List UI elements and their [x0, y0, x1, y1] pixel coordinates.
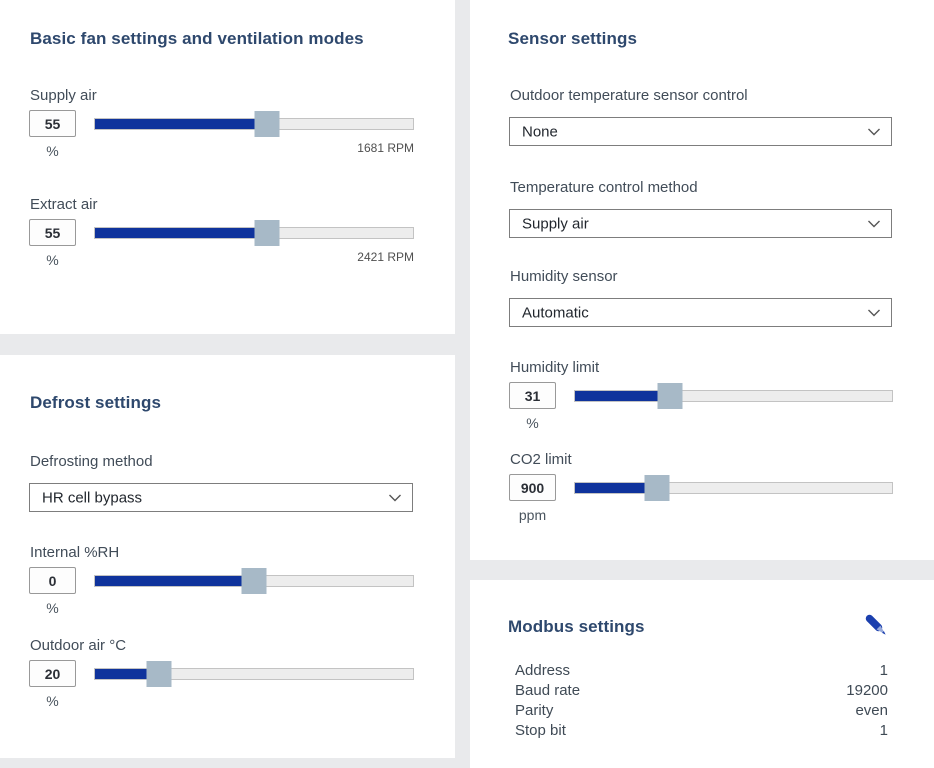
outdoor-temp-sensor-selected-value: None [522, 123, 558, 140]
internal-rh-slider-fill [95, 576, 254, 586]
extract-air-rpm-readout: 2421 RPM [357, 250, 414, 264]
modbus-baud-rate-label: Baud rate [515, 681, 581, 699]
humidity-sensor-selected-value: Automatic [522, 304, 589, 321]
humidity-sensor-select[interactable]: Automatic [509, 298, 892, 327]
defrosting-method-label: Defrosting method [30, 453, 153, 470]
extract-air-unit-label: % [46, 252, 59, 268]
co2-limit-slider-handle[interactable] [644, 475, 670, 501]
humidity-limit-value-input[interactable] [509, 382, 556, 409]
panel-basic-fan-settings: Basic fan settings and ventilation modes… [0, 0, 455, 334]
defrosting-method-select[interactable]: HR cell bypass [29, 483, 413, 512]
temp-control-method-select-group: Temperature control method Supply air [509, 179, 892, 238]
internal-rh-slider-track[interactable] [94, 568, 414, 594]
co2-limit-slider-track[interactable] [574, 475, 893, 501]
modbus-row-parity: Parity even [515, 700, 888, 720]
chevron-down-icon [867, 127, 881, 136]
panel-sensor-settings: Sensor settings Outdoor temperature sens… [470, 0, 934, 560]
outdoor-air-unit-label: % [46, 693, 59, 709]
panel-defrost-settings: Defrost settings Defrosting method HR ce… [0, 355, 455, 758]
co2-limit-slider-fill [575, 483, 658, 493]
co2-limit-unit-label: ppm [518, 507, 547, 523]
temp-control-method-selected-value: Supply air [522, 215, 589, 232]
modbus-stop-bit-value: 1 [879, 721, 888, 739]
outdoor-air-slider-group: Outdoor air °C % [29, 637, 414, 709]
co2-limit-label: CO2 limit [510, 451, 572, 468]
pencil-icon [864, 614, 888, 640]
extract-air-slider-handle[interactable] [254, 220, 280, 246]
humidity-limit-slider-group: Humidity limit % [509, 359, 893, 431]
panel-title-sensor: Sensor settings [508, 29, 638, 48]
modbus-row-stop-bit: Stop bit 1 [515, 720, 888, 740]
panel-title-defrost: Defrost settings [30, 393, 162, 412]
co2-limit-slider-group: CO2 limit ppm [509, 451, 893, 523]
panel-title-modbus: Modbus settings [508, 617, 645, 636]
chevron-down-icon [388, 493, 402, 502]
outdoor-air-slider-track[interactable] [94, 661, 414, 687]
humidity-limit-slider-handle[interactable] [657, 383, 683, 409]
humidity-limit-unit-label: % [526, 415, 539, 431]
outdoor-temp-sensor-label: Outdoor temperature sensor control [510, 87, 748, 104]
modbus-address-label: Address [515, 661, 571, 679]
humidity-sensor-label: Humidity sensor [510, 268, 618, 285]
humidity-sensor-select-group: Humidity sensor Automatic [509, 268, 892, 327]
internal-rh-unit-label: % [46, 600, 59, 616]
co2-limit-value-input[interactable] [509, 474, 556, 501]
humidity-limit-slider-fill [575, 391, 671, 401]
chevron-down-icon [867, 308, 881, 317]
modbus-address-value: 1 [879, 661, 888, 679]
supply-air-slider-fill [95, 119, 267, 129]
extract-air-slider-fill [95, 228, 267, 238]
modbus-row-address: Address 1 [515, 660, 888, 680]
modbus-baud-rate-value: 19200 [846, 681, 888, 699]
outdoor-air-value-input[interactable] [29, 660, 76, 687]
temp-control-method-label: Temperature control method [510, 179, 698, 196]
outdoor-temp-sensor-select[interactable]: None [509, 117, 892, 146]
edit-modbus-button[interactable] [863, 612, 889, 638]
chevron-down-icon [867, 219, 881, 228]
extract-air-value-input[interactable] [29, 219, 76, 246]
defrosting-method-selected-value: HR cell bypass [42, 489, 143, 506]
outdoor-air-slider-fill [95, 669, 159, 679]
internal-rh-value-input[interactable] [29, 567, 76, 594]
supply-air-label: Supply air [30, 87, 97, 104]
supply-air-value-input[interactable] [29, 110, 76, 137]
temp-control-method-select[interactable]: Supply air [509, 209, 892, 238]
modbus-parity-label: Parity [515, 701, 554, 719]
modbus-row-baud-rate: Baud rate 19200 [515, 680, 888, 700]
panel-title-basic-fan: Basic fan settings and ventilation modes [30, 29, 364, 48]
supply-air-rpm-readout: 1681 RPM [357, 141, 414, 155]
supply-air-slider-track[interactable] [94, 111, 414, 137]
internal-rh-label: Internal %RH [30, 544, 120, 561]
panel-modbus-settings: Modbus settings Address 1 Baud rate 1920… [470, 580, 934, 768]
modbus-stop-bit-label: Stop bit [515, 721, 566, 739]
humidity-limit-label: Humidity limit [510, 359, 600, 376]
extract-air-slider-track[interactable] [94, 220, 414, 246]
defrosting-method-select-group: Defrosting method HR cell bypass [29, 453, 413, 512]
outdoor-air-label: Outdoor air °C [30, 637, 127, 654]
supply-air-slider-handle[interactable] [254, 111, 280, 137]
supply-air-unit-label: % [46, 143, 59, 159]
outdoor-temp-sensor-select-group: Outdoor temperature sensor control None [509, 87, 892, 146]
internal-rh-slider-group: Internal %RH % [29, 544, 414, 616]
outdoor-air-slider-handle[interactable] [146, 661, 172, 687]
supply-air-slider-group: Supply air % 1681 RPM [29, 87, 414, 159]
humidity-limit-slider-track[interactable] [574, 383, 893, 409]
extract-air-slider-group: Extract air % 2421 RPM [29, 196, 414, 268]
extract-air-label: Extract air [30, 196, 98, 213]
modbus-parity-value: even [855, 701, 888, 719]
internal-rh-slider-handle[interactable] [241, 568, 267, 594]
